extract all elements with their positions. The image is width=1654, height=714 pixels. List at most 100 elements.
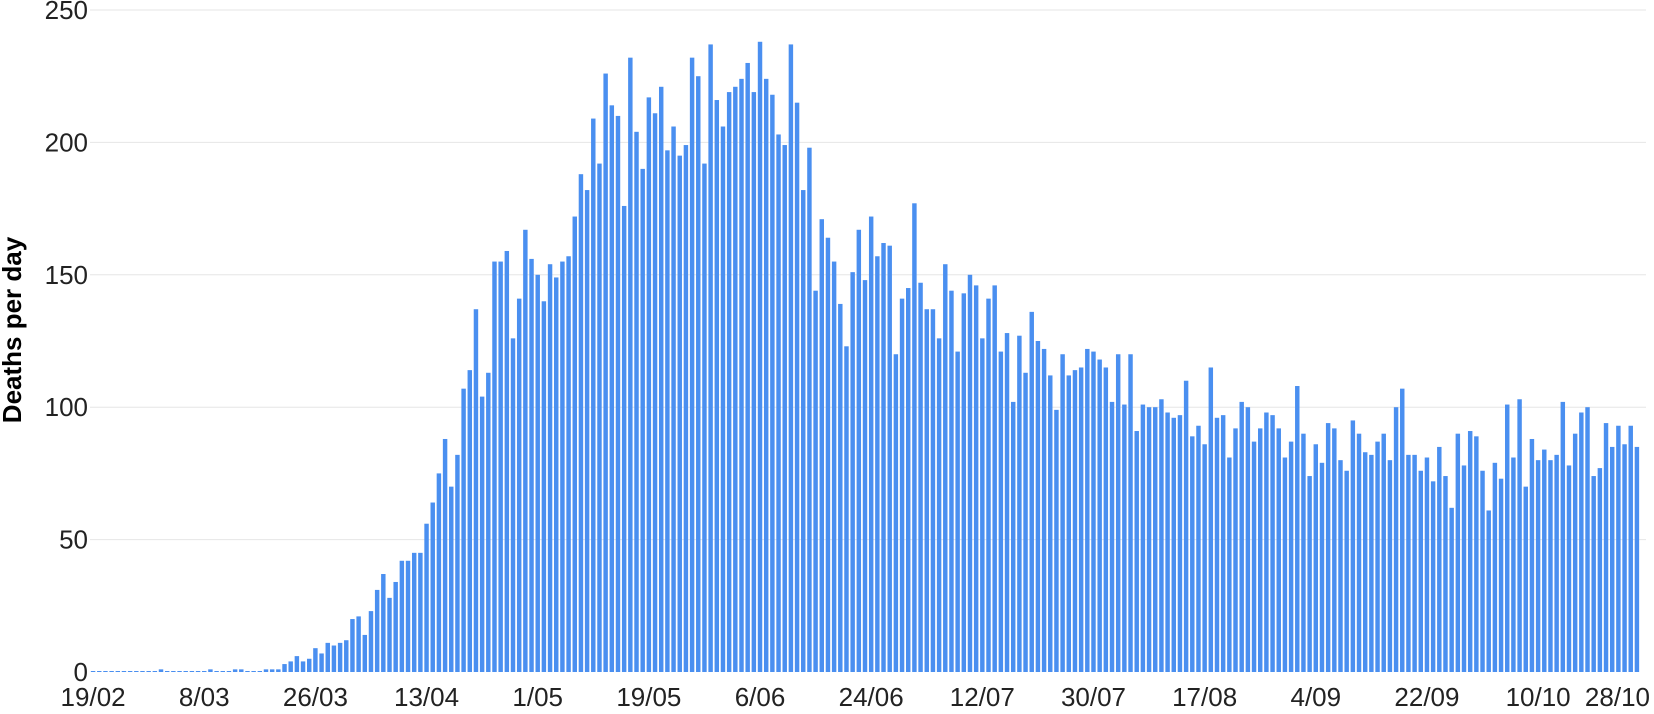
- bar: [269, 669, 275, 672]
- y-axis-label: Deaths per day: [0, 236, 27, 423]
- bar: [597, 163, 602, 672]
- bar: [257, 671, 263, 672]
- bar: [103, 671, 108, 672]
- bar: [1282, 457, 1288, 672]
- bar: [621, 205, 627, 672]
- bar: [646, 97, 652, 672]
- bar: [1319, 462, 1325, 672]
- bar: [609, 105, 615, 672]
- bar: [1381, 433, 1386, 672]
- bar: [498, 261, 503, 672]
- bar: [226, 671, 232, 672]
- bar: [1307, 476, 1312, 672]
- bar: [906, 288, 911, 672]
- bar: [344, 640, 349, 672]
- bar: [714, 100, 720, 672]
- bar: [1270, 415, 1275, 672]
- bar: [899, 298, 905, 672]
- bar: [936, 338, 942, 672]
- bar: [251, 671, 256, 672]
- bar: [1060, 354, 1065, 672]
- bar: [405, 560, 411, 672]
- bar: [1202, 444, 1207, 672]
- bar: [1332, 428, 1337, 672]
- bar: [1523, 486, 1528, 672]
- bar: [1597, 468, 1603, 672]
- bar: [819, 219, 824, 672]
- bar: [300, 661, 306, 672]
- bar: [1159, 399, 1164, 672]
- bar: [763, 78, 769, 673]
- bar: [97, 671, 102, 672]
- y-tick-label: 100: [45, 392, 88, 422]
- x-tick-label: 19/02: [61, 682, 126, 712]
- bar: [331, 645, 337, 672]
- x-tick-label: 24/06: [839, 682, 904, 712]
- bar: [1430, 481, 1436, 672]
- bar: [603, 73, 608, 673]
- bar: [362, 634, 368, 672]
- bar: [1400, 388, 1405, 672]
- bar: [788, 44, 794, 673]
- bar: [801, 190, 806, 672]
- bar: [1474, 436, 1479, 672]
- bar: [1350, 420, 1356, 672]
- x-tick-label: 1/05: [512, 682, 563, 712]
- bar: [745, 62, 750, 672]
- bar: [1239, 401, 1244, 672]
- bar: [671, 126, 676, 672]
- bar: [436, 473, 442, 672]
- x-tick-label: 28/10: [1585, 682, 1650, 712]
- bar: [127, 671, 133, 672]
- bar: [492, 261, 497, 672]
- bar: [844, 346, 849, 672]
- bar: [195, 671, 201, 672]
- bar: [1035, 341, 1041, 672]
- bar: [245, 671, 250, 672]
- bar: [319, 653, 324, 672]
- bar: [720, 126, 726, 672]
- bar: [1325, 423, 1331, 672]
- bar: [912, 203, 917, 673]
- bar: [1572, 433, 1578, 672]
- bar: [856, 229, 862, 672]
- bar: [516, 298, 522, 672]
- bar: [1560, 401, 1566, 672]
- bar-series: [90, 41, 1640, 673]
- bar: [1276, 428, 1281, 672]
- bar: [1134, 431, 1139, 672]
- bar: [473, 309, 479, 672]
- x-tick-label: 12/07: [950, 682, 1015, 712]
- bar: [1387, 460, 1393, 672]
- bar: [1103, 367, 1109, 672]
- bar: [1264, 412, 1269, 672]
- bar: [183, 671, 188, 672]
- bar: [1085, 348, 1090, 672]
- bar: [1072, 370, 1078, 672]
- bar: [628, 57, 633, 673]
- bar: [831, 261, 837, 672]
- bar: [1628, 425, 1633, 672]
- bar: [1004, 333, 1010, 672]
- bar: [893, 354, 899, 672]
- bar: [949, 290, 954, 672]
- bar: [1190, 436, 1195, 672]
- bar: [1023, 372, 1028, 672]
- bar: [164, 671, 170, 672]
- y-tick-label: 50: [59, 525, 88, 555]
- bar: [1220, 415, 1226, 672]
- bar: [943, 264, 948, 672]
- bar: [1535, 460, 1541, 672]
- bar: [1585, 407, 1590, 672]
- bar: [1010, 401, 1016, 672]
- bar: [1591, 476, 1596, 672]
- bar: [208, 669, 213, 672]
- bar: [325, 642, 330, 672]
- bar: [1622, 444, 1627, 672]
- bar: [337, 642, 343, 672]
- bar: [640, 168, 645, 672]
- bar: [1443, 476, 1448, 672]
- bar: [294, 656, 300, 672]
- bar: [276, 669, 281, 672]
- bar: [1165, 412, 1170, 672]
